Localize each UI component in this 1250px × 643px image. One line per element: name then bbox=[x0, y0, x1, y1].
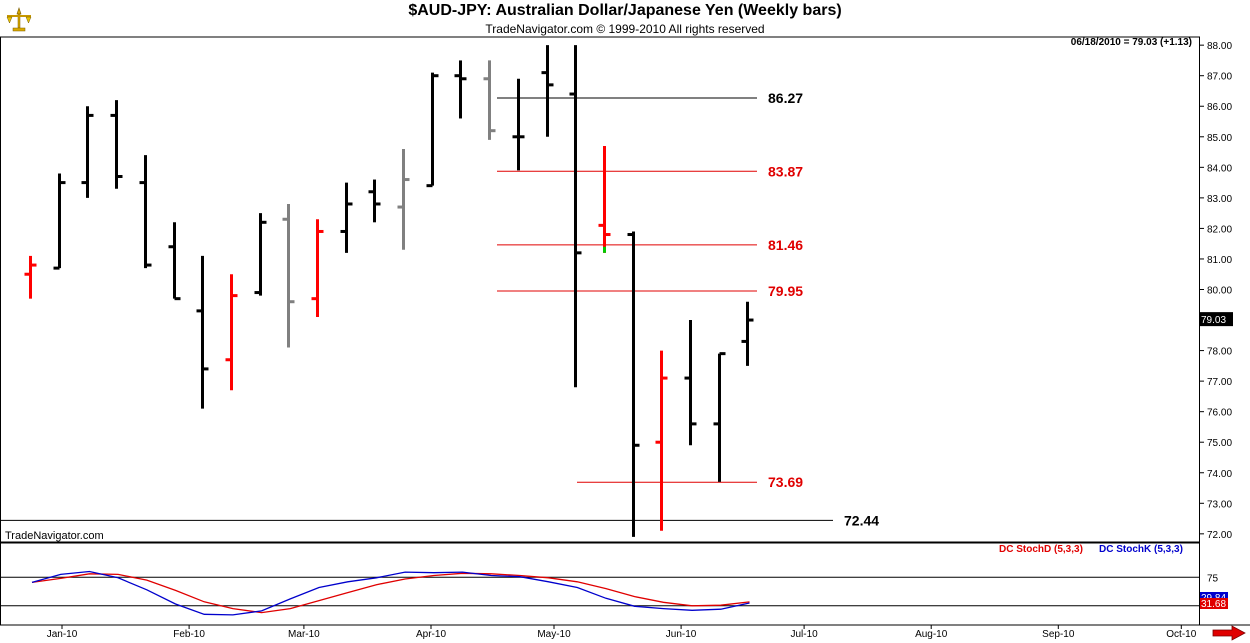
x-tick-label: Jan-10 bbox=[47, 629, 78, 640]
osc-tag-k bbox=[1200, 592, 1228, 602]
y-tick-label: 72.00 bbox=[1207, 530, 1232, 541]
x-tick-label: Jul-10 bbox=[790, 629, 818, 640]
chart-subtitle: TradeNavigator.com © 1999-2010 All right… bbox=[485, 22, 765, 36]
x-tick-label: Jun-10 bbox=[666, 629, 697, 640]
osc-tick-label: 75 bbox=[1207, 573, 1219, 584]
chart-title: $AUD-JPY: Australian Dollar/Japanese Yen… bbox=[408, 2, 842, 19]
y-tick-label: 82.00 bbox=[1207, 224, 1232, 235]
level-label: 79.95 bbox=[768, 283, 803, 299]
y-tick-label: 83.00 bbox=[1207, 194, 1232, 205]
level-label: 73.69 bbox=[768, 474, 803, 490]
y-tick-label: 80.00 bbox=[1207, 286, 1232, 297]
osc-tag-d bbox=[1200, 598, 1228, 609]
legend-stoch-k: DC StochK (5,3,3) bbox=[1099, 544, 1183, 555]
y-tick-label: 75.00 bbox=[1207, 438, 1232, 449]
x-tick-label: Feb-10 bbox=[173, 629, 205, 640]
x-tick-label: Aug-10 bbox=[915, 629, 948, 640]
level-label: 86.27 bbox=[768, 90, 803, 106]
level-label: 72.44 bbox=[844, 512, 879, 528]
price-pane-frame bbox=[0, 36, 1200, 543]
y-tick-label: 74.00 bbox=[1207, 469, 1232, 480]
y-tick-label: 84.00 bbox=[1207, 163, 1232, 174]
osc-tag-d-label: 31.68 bbox=[1201, 599, 1226, 610]
y-tick-label: 78.00 bbox=[1207, 347, 1232, 358]
oscillator-pane-frame bbox=[0, 542, 1200, 626]
last-reading: 06/18/2010 = 79.03 (+1.13) bbox=[1070, 37, 1192, 48]
scale-icon bbox=[6, 7, 32, 32]
x-tick-label: May-10 bbox=[537, 629, 571, 640]
x-tick-label: Apr-10 bbox=[416, 629, 446, 640]
last-value-label: 79.03 bbox=[1201, 315, 1226, 326]
y-tick-label: 77.00 bbox=[1207, 377, 1232, 388]
y-tick-label: 76.00 bbox=[1207, 408, 1232, 419]
y-tick-label: 73.00 bbox=[1207, 499, 1232, 510]
y-tick-label: 81.00 bbox=[1207, 255, 1232, 266]
watermark-label: TradeNavigator.com bbox=[5, 530, 104, 542]
osc-line bbox=[31, 572, 750, 614]
legend-stoch-d: DC StochD (5,3,3) bbox=[999, 544, 1083, 555]
arrow-right-icon[interactable] bbox=[1212, 625, 1246, 641]
level-label: 83.87 bbox=[768, 163, 803, 179]
osc-line bbox=[31, 570, 750, 616]
level-label: 81.46 bbox=[768, 237, 803, 253]
x-tick-label: Sep-10 bbox=[1042, 629, 1075, 640]
y-tick-label: 87.00 bbox=[1207, 72, 1232, 83]
y-tick-label: 86.00 bbox=[1207, 102, 1232, 113]
y-tick-label: 88.00 bbox=[1207, 41, 1232, 52]
x-tick-label: Oct-10 bbox=[1166, 629, 1196, 640]
y-tick-label: 85.00 bbox=[1207, 133, 1232, 144]
x-tick-label: Mar-10 bbox=[288, 629, 320, 640]
last-value-tag bbox=[1199, 312, 1233, 327]
